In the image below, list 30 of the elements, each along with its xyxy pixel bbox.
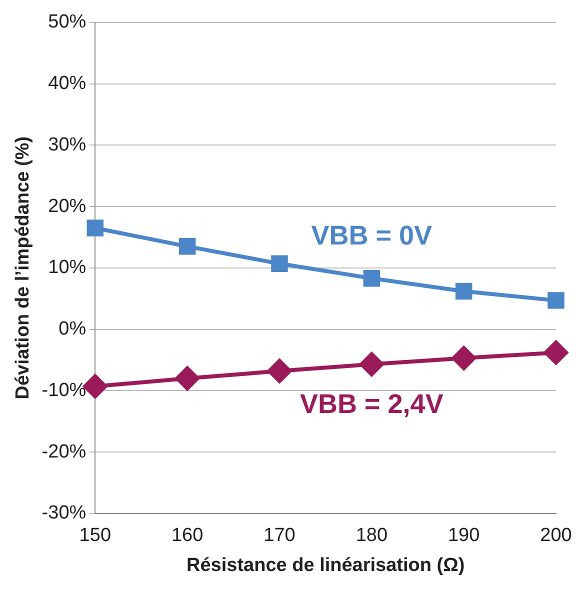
y-tick-label: 20% — [48, 196, 86, 217]
y-tick-label: 30% — [48, 134, 86, 156]
x-axis-title: Résistance de linéarisation (Ω) — [186, 554, 465, 576]
point — [175, 366, 200, 390]
point — [178, 238, 196, 255]
point — [363, 270, 380, 287]
point — [452, 346, 476, 370]
y-tick-label: 50% — [48, 12, 86, 33]
y-tick-label: 10% — [48, 257, 86, 278]
y-tick-label: -30% — [42, 502, 86, 524]
x-tick-label: 190 — [448, 525, 480, 546]
x-tick-label: 150 — [79, 525, 112, 546]
point — [548, 292, 564, 309]
x-tick-label: 180 — [356, 525, 388, 546]
y-tick-label: 40% — [48, 73, 86, 94]
x-tick-label: 160 — [171, 525, 204, 546]
x-tick-label: 170 — [264, 525, 296, 546]
point — [360, 352, 384, 376]
point — [455, 282, 472, 300]
point — [544, 340, 568, 365]
y-tick-label: -10% — [42, 380, 86, 401]
point — [86, 220, 104, 236]
point — [271, 255, 288, 272]
point — [267, 359, 292, 384]
series-label: VBB = 0V — [311, 220, 432, 250]
y-axis-title: Déviation de l’impédance (%) — [12, 136, 34, 400]
x-tick-label: 200 — [540, 525, 572, 546]
series-label: VBB = 2,4V — [300, 389, 444, 420]
y-tick-label: 0% — [58, 318, 86, 340]
y-tick-label: -20% — [42, 441, 86, 462]
